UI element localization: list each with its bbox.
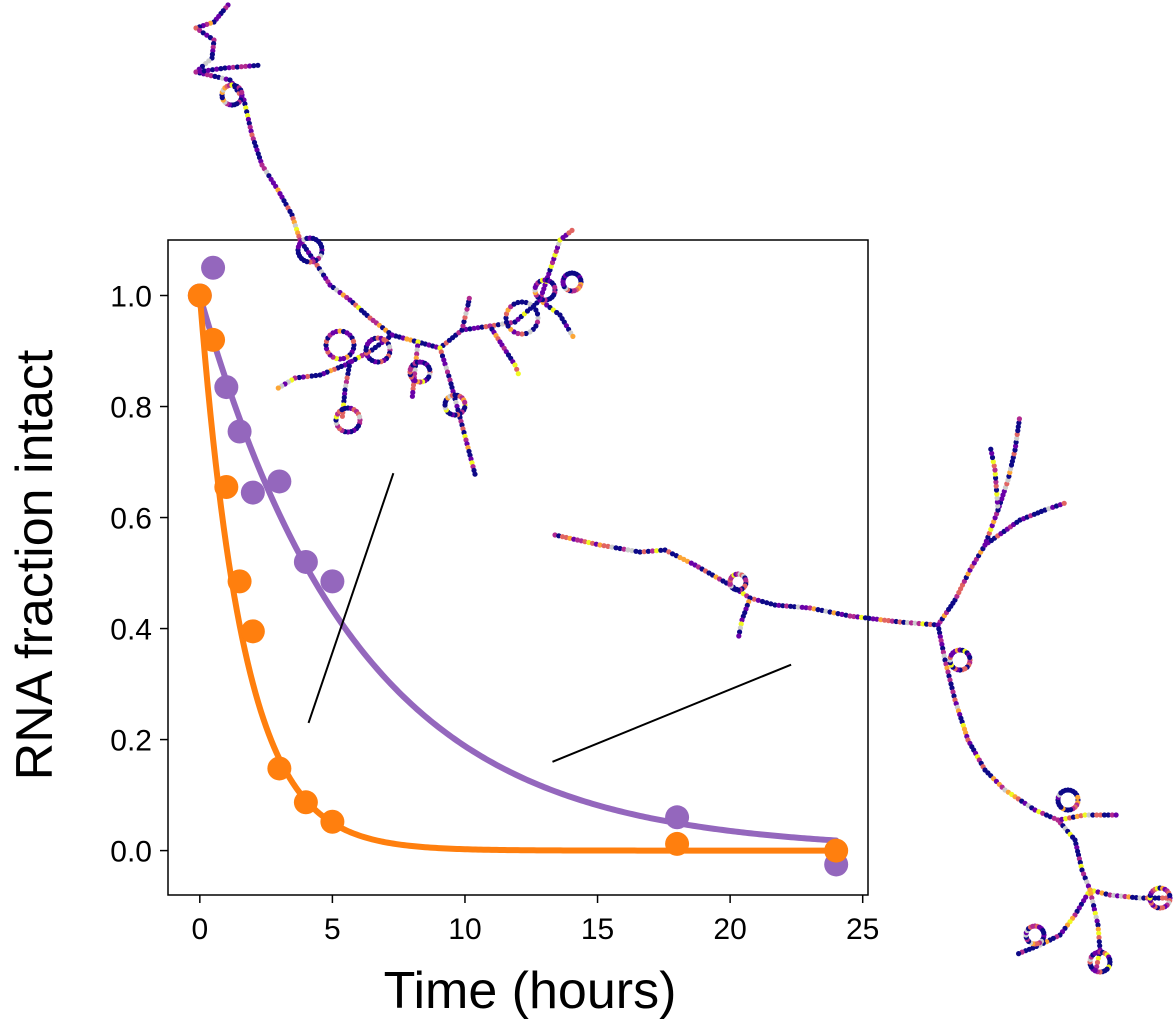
rna-branch xyxy=(193,62,261,75)
rna-branch xyxy=(1016,887,1093,957)
rna-branch xyxy=(487,323,521,377)
rna-loop xyxy=(219,82,245,108)
rna-loop xyxy=(947,647,973,673)
y-tick-label: 0.6 xyxy=(110,503,152,536)
y-tick-label: 0.4 xyxy=(110,614,152,647)
x-tick-label: 5 xyxy=(324,913,341,946)
data-point-1 xyxy=(201,327,226,352)
leader-line-1 xyxy=(552,663,792,763)
rna-structure-upper xyxy=(193,2,584,477)
rna-loop xyxy=(560,270,584,294)
data-point-0 xyxy=(240,480,265,505)
x-tick-label: 0 xyxy=(191,913,208,946)
axis-ticks: 0 5 10 15 20 25 0.0 0.2 0.4 0.6 0.8 1.0 xyxy=(110,281,879,946)
rna-loop xyxy=(333,405,363,435)
data-point-1 xyxy=(227,569,252,594)
rna-backbone-upper xyxy=(193,2,575,351)
rna-branch xyxy=(459,295,472,333)
rna-branch xyxy=(935,622,1169,901)
data-point-1 xyxy=(293,790,318,815)
data-point-1 xyxy=(665,831,690,856)
x-tick-label: 15 xyxy=(581,913,614,946)
data-point-1 xyxy=(824,838,849,863)
plot-border xyxy=(167,239,869,896)
rna-loop xyxy=(1055,787,1081,813)
data-point-0 xyxy=(214,375,239,400)
rna-backbone-lower xyxy=(552,416,1023,628)
rna-loop xyxy=(1023,923,1047,947)
x-tick-label: 10 xyxy=(448,913,481,946)
rna-loop xyxy=(532,277,558,303)
data-point-1 xyxy=(267,756,292,781)
rna-branch xyxy=(437,345,478,477)
y-axis-title: RNA fraction intact xyxy=(6,349,64,780)
rna-loop xyxy=(1147,885,1173,911)
rna-loop xyxy=(407,359,433,385)
data-point-1 xyxy=(214,475,239,500)
leader-lines xyxy=(307,472,792,763)
data-point-0 xyxy=(201,255,226,280)
rna-branch xyxy=(982,500,1067,548)
x-tick-label: 25 xyxy=(846,913,879,946)
data-point-1 xyxy=(240,619,265,644)
data-point-1 xyxy=(187,283,212,308)
x-axis-title: Time (hours) xyxy=(384,962,677,1020)
y-tick-label: 0.0 xyxy=(110,836,152,869)
data-point-0 xyxy=(320,569,345,594)
rna-loop xyxy=(727,571,749,593)
rna-loop xyxy=(323,328,357,362)
plot-frame xyxy=(167,239,869,896)
y-tick-label: 0.8 xyxy=(110,392,152,425)
rna-loop xyxy=(295,235,325,265)
y-tick-label: 0.2 xyxy=(110,725,152,758)
data-point-0 xyxy=(267,469,292,494)
rna-loop xyxy=(503,299,541,337)
rna-loop xyxy=(442,392,468,418)
x-tick-label: 20 xyxy=(713,913,746,946)
rna-branch xyxy=(988,446,1001,513)
data-point-0 xyxy=(293,549,318,574)
data-point-1 xyxy=(320,809,345,834)
y-tick-label: 1.0 xyxy=(110,281,152,314)
data-point-0 xyxy=(227,419,252,444)
rna-loop xyxy=(363,335,393,365)
rna-loop xyxy=(1087,949,1113,975)
rna-branch xyxy=(1055,812,1119,823)
data-point-0 xyxy=(665,805,690,830)
rna-structure-lower xyxy=(552,416,1173,975)
rna-branch xyxy=(736,595,753,639)
data-points xyxy=(187,255,849,877)
rna-branch xyxy=(537,297,576,339)
leader-line-0 xyxy=(307,472,395,724)
rna-structures xyxy=(193,2,1173,975)
